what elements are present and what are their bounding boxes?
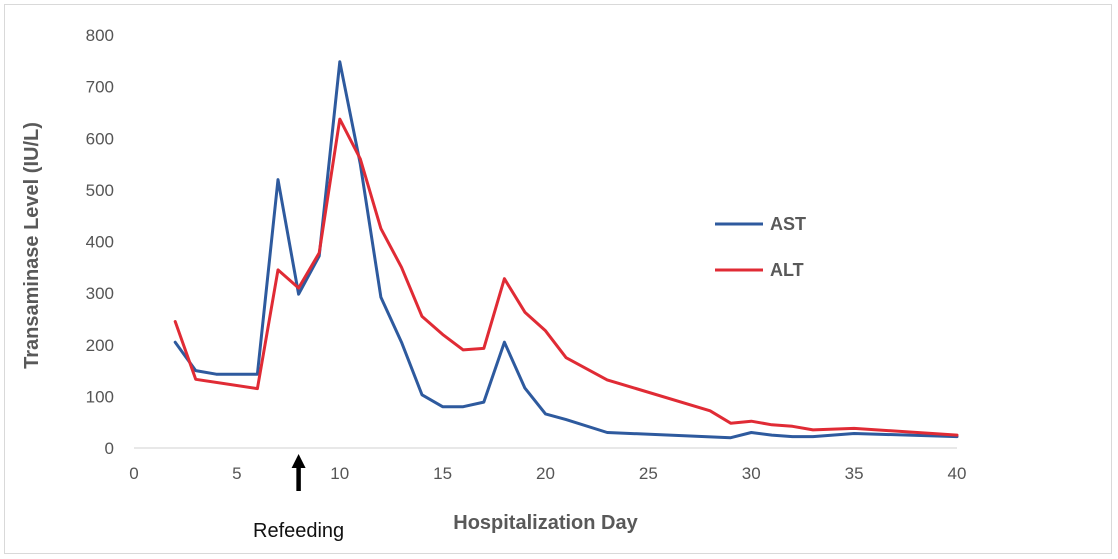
legend-label-ast: AST: [770, 214, 806, 234]
x-tick-label: 25: [639, 464, 658, 483]
y-tick-label: 400: [86, 233, 114, 252]
y-tick-label: 500: [86, 181, 114, 200]
x-tick-label: 35: [845, 464, 864, 483]
x-tick-label: 15: [433, 464, 452, 483]
x-tick-label: 0: [129, 464, 138, 483]
x-tick-label: 10: [330, 464, 349, 483]
x-axis-title: Hospitalization Day: [453, 512, 638, 534]
y-tick-label: 700: [86, 78, 114, 97]
refeeding-label: Refeeding: [253, 520, 344, 542]
y-tick-label: 300: [86, 284, 114, 303]
x-tick-label: 40: [948, 464, 967, 483]
refeeding-arrow-head: [291, 454, 306, 468]
chart-frame: 0 100 200 300 400 500 600 700 800 0 5 10 15 20 25 30 35 4…: [4, 4, 1112, 554]
x-tick-label: 5: [232, 464, 241, 483]
series-line-ast: [173, 60, 959, 440]
series-line-alt: [173, 117, 959, 437]
y-tick-label: 800: [86, 26, 114, 45]
y-tick-label: 600: [86, 129, 114, 148]
x-tick-label: 30: [742, 464, 761, 483]
y-tick-label: 0: [105, 439, 114, 458]
legend-label-alt: ALT: [770, 260, 804, 280]
y-tick-label: 200: [86, 336, 114, 355]
y-tick-label: 100: [86, 387, 114, 406]
x-tick-label: 20: [536, 464, 555, 483]
line-chart: 0 100 200 300 400 500 600 700 800 0 5 10 15 20 25 30 35 4…: [21, 26, 967, 542]
y-axis-title: Transaminase Level (IU/L): [21, 122, 43, 369]
